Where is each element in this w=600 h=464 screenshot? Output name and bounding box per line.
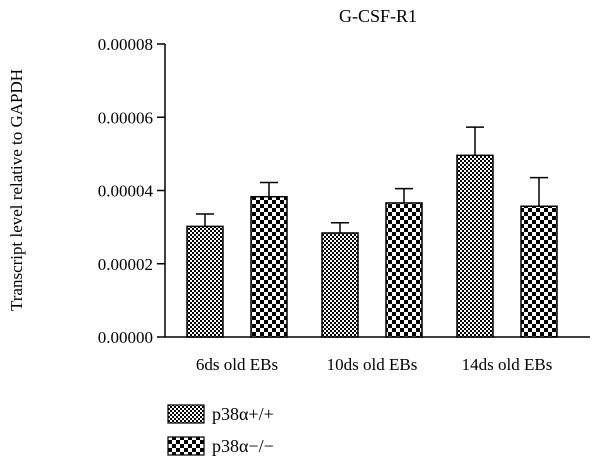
bar: [385, 202, 423, 338]
legend-swatch: [167, 436, 205, 456]
bar: [321, 232, 359, 338]
bar: [456, 154, 494, 338]
bar: [186, 225, 224, 338]
chart-title: G-CSF-R1: [339, 6, 417, 26]
x-tick-label: 6ds old EBs: [196, 355, 278, 374]
legend-label: p38α−/−: [212, 436, 274, 456]
y-tick-label: 0.00004: [98, 182, 154, 201]
x-tick-label: 14ds old EBs: [462, 355, 553, 374]
bar: [250, 195, 288, 338]
legend-swatch: [167, 404, 205, 424]
y-tick-label: 0.00002: [98, 255, 153, 274]
y-tick-label: 0.00006: [98, 108, 153, 127]
y-axis-label: Transcript level relative to GAPDH: [7, 69, 26, 311]
bar: [520, 205, 558, 338]
y-tick-label: 0.00008: [98, 35, 153, 54]
legend: p38α+/+ p38α−/−: [167, 404, 274, 456]
x-tick-label: 10ds old EBs: [327, 355, 418, 374]
bars: [186, 126, 558, 338]
y-tick-label: 0.00000: [98, 328, 153, 347]
legend-label: p38α+/+: [212, 404, 274, 424]
axes: 0.00000 0.00002 0.00004 0.00006 0.00008 6ds o…: [98, 35, 590, 374]
